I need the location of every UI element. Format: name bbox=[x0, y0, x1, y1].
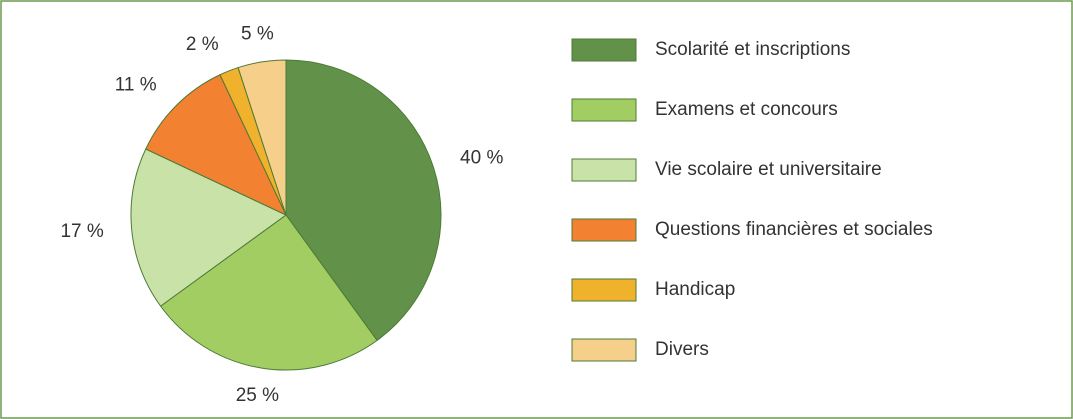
slice-label: 5 % bbox=[241, 23, 274, 44]
legend-label: Questions financières et sociales bbox=[655, 219, 933, 240]
legend-label: Scolarité et inscriptions bbox=[655, 39, 850, 60]
pie-slice bbox=[159, 214, 378, 371]
legend-swatch bbox=[571, 158, 637, 182]
pie-slice bbox=[145, 74, 288, 217]
legend-label: Divers bbox=[655, 339, 709, 360]
slice-label: 17 % bbox=[60, 221, 103, 242]
legend-swatch bbox=[571, 338, 637, 362]
pie-slice bbox=[130, 148, 287, 307]
legend-swatch bbox=[571, 98, 637, 122]
legend-label: Examens et concours bbox=[655, 99, 838, 120]
legend-label: Handicap bbox=[655, 279, 735, 300]
legend-swatch bbox=[571, 38, 637, 62]
slice-label: 2 % bbox=[186, 34, 219, 55]
pie-slice bbox=[237, 59, 287, 216]
legend-label: Vie scolaire et universitaire bbox=[655, 159, 882, 180]
pie-slice bbox=[285, 59, 442, 342]
slice-label: 11 % bbox=[115, 75, 157, 96]
slice-label: 25 % bbox=[236, 385, 279, 406]
slice-label: 40 % bbox=[460, 147, 503, 168]
legend-swatch bbox=[571, 218, 637, 242]
legend-swatch bbox=[571, 278, 637, 302]
